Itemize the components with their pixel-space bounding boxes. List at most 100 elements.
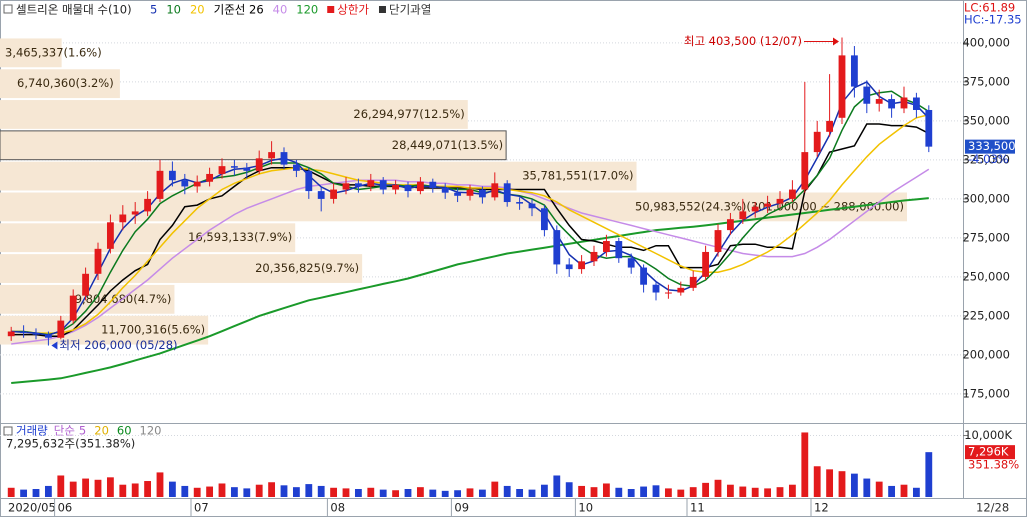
candle-body xyxy=(193,181,201,187)
volume-bar xyxy=(813,466,821,497)
volume-profile-label: 11,700,316(5.6%) xyxy=(101,323,205,337)
volume-bar xyxy=(900,484,908,497)
candle-body xyxy=(230,166,238,168)
volume-bar xyxy=(69,481,77,497)
volume-bar xyxy=(367,487,375,497)
volume-bar xyxy=(32,489,40,497)
candle-body xyxy=(664,292,672,294)
volume-bar xyxy=(44,485,52,497)
legend-entry: 20 xyxy=(190,3,205,17)
candle-body xyxy=(528,203,536,209)
min-label: 최저 206,000 (05/28) xyxy=(59,338,177,352)
candle-body xyxy=(702,251,710,277)
volume-bar xyxy=(863,478,871,497)
candle-body xyxy=(255,158,263,171)
volume-ma-type: 단순 xyxy=(54,424,75,438)
volume-bar xyxy=(82,478,90,497)
candle-body xyxy=(441,187,449,193)
volume-bar xyxy=(826,469,834,497)
candle-body xyxy=(292,164,300,171)
volume-bar xyxy=(454,490,462,497)
y-tick-label: 250,000 xyxy=(962,269,1010,283)
candle-body xyxy=(181,180,189,187)
volume-profile-label: 28,449,071(13.5%) xyxy=(392,138,503,152)
ma-line xyxy=(11,197,929,384)
volume-bar xyxy=(404,489,412,497)
legend-entry: 40 xyxy=(273,3,288,17)
volume-profile-bar xyxy=(0,69,120,99)
last-date: 12/28 xyxy=(976,501,1009,515)
chart-title: 셀트리온 매물대 수(10) xyxy=(16,3,132,17)
candle-body xyxy=(330,189,338,199)
volume-bar xyxy=(317,485,325,497)
volume-bar xyxy=(466,488,474,497)
volume-legend-entry: 5 xyxy=(79,424,86,438)
y-tick-label: 300,000 xyxy=(962,191,1010,205)
y-tick-label: 175,000 xyxy=(962,386,1010,400)
y-tick-label: 200,000 xyxy=(962,347,1010,361)
candle-body xyxy=(94,248,102,274)
candle-body xyxy=(503,183,511,203)
volume-bar xyxy=(788,484,796,497)
candle-body xyxy=(838,55,846,118)
candle-body xyxy=(565,264,573,270)
candle-body xyxy=(466,189,474,196)
volume-bar xyxy=(119,484,127,497)
volume-bar xyxy=(664,488,672,497)
legend-entry: 기준선 26 xyxy=(214,3,264,17)
volume-bar xyxy=(230,487,238,497)
volume-profile-label: 16,593,133(7.9%) xyxy=(188,230,292,244)
volume-bar xyxy=(280,485,288,497)
candle-body xyxy=(44,334,52,338)
legend-icon xyxy=(378,6,386,13)
volume-bar xyxy=(441,490,449,497)
candle-body xyxy=(888,99,896,109)
candle-body xyxy=(863,86,871,104)
y-tick-label: 10,000K xyxy=(964,428,1012,442)
volume-bar xyxy=(255,484,263,497)
candle-body xyxy=(243,167,251,171)
candle-body xyxy=(82,273,90,296)
current-volume: 7,296K xyxy=(968,445,1009,459)
volume-profile-bar xyxy=(0,254,363,283)
volume-profile-label: 20,356,825(9.7%) xyxy=(255,261,359,275)
volume-bar xyxy=(181,485,189,497)
candle-body xyxy=(813,131,821,153)
candle-body xyxy=(875,99,883,104)
candle-body xyxy=(119,214,127,223)
candle-body xyxy=(491,183,499,198)
hc-label: HC:-17.35 xyxy=(964,13,1022,27)
candle-body xyxy=(627,258,635,268)
volume-bar xyxy=(305,484,313,497)
candle-body xyxy=(379,180,387,190)
x-tick-label: 09 xyxy=(454,501,469,515)
candle-body xyxy=(788,189,796,199)
menu-icon[interactable] xyxy=(3,426,13,436)
max-label: 최고 403,500 (12/07) xyxy=(684,34,802,48)
candle-body xyxy=(801,152,809,190)
volume-bar xyxy=(739,486,747,497)
candle-body xyxy=(689,276,697,288)
menu-icon[interactable] xyxy=(3,4,13,14)
candle-body xyxy=(912,97,920,110)
candle-body xyxy=(404,184,412,192)
candle-body xyxy=(57,320,65,338)
volume-legend-entry: 120 xyxy=(140,424,162,438)
volume-bar xyxy=(714,479,722,497)
volume-bar xyxy=(912,487,920,497)
volume-bar xyxy=(131,483,139,497)
volume-profile-bar xyxy=(0,130,507,161)
candle-body xyxy=(7,331,15,337)
x-tick-label: 06 xyxy=(58,501,73,515)
candle-body xyxy=(168,170,176,181)
volume-bar xyxy=(627,489,635,497)
candle-body xyxy=(764,203,772,207)
candle-body xyxy=(429,181,437,188)
volume-bar xyxy=(144,481,152,497)
x-tick-label: 11 xyxy=(690,501,705,515)
candle-body xyxy=(540,208,548,231)
volume-bar xyxy=(553,475,561,497)
volume-bar xyxy=(7,487,15,497)
